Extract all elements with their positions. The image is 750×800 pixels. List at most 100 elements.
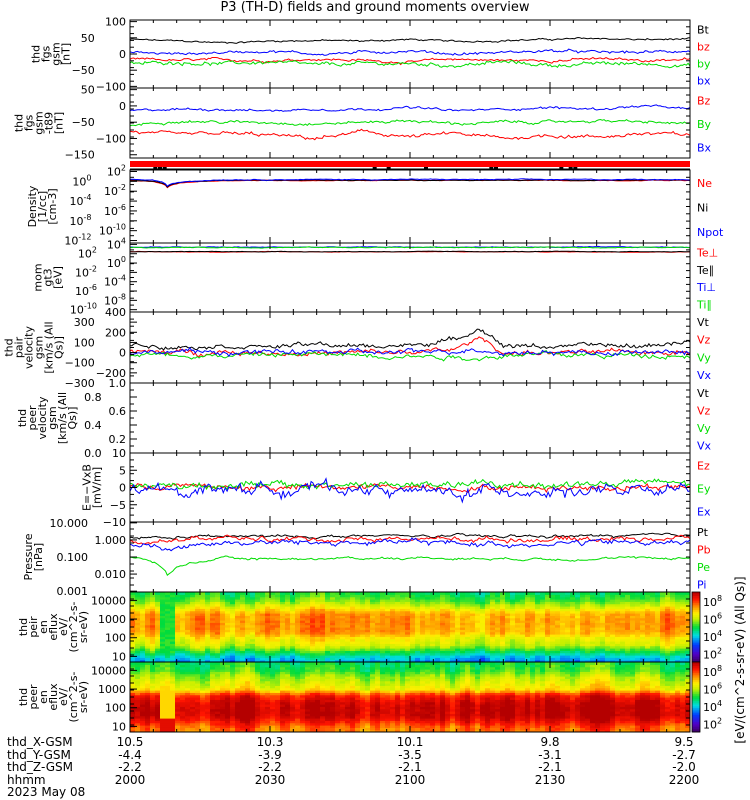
colorbar-cell <box>692 600 700 603</box>
series-Ey <box>130 478 690 490</box>
spectrogram-cell <box>255 650 261 654</box>
spectrogram-cell <box>135 643 141 647</box>
spectrogram-cell <box>210 638 216 642</box>
spectrogram-cell <box>520 596 526 600</box>
spectrogram-cell <box>635 622 641 626</box>
spectrogram-cell <box>300 608 306 612</box>
spectrogram-cell <box>475 610 481 614</box>
spectrogram-cell <box>135 701 141 705</box>
spectrogram-cell <box>215 627 221 630</box>
spectrogram-cell <box>640 636 646 640</box>
spectrogram-cell <box>200 659 206 662</box>
spectrogram-cell <box>460 608 466 612</box>
spectrogram-cell <box>505 643 511 647</box>
spectrogram-cell <box>630 643 636 647</box>
spectrogram-cell <box>190 610 196 614</box>
spectrogram-cell <box>440 615 446 619</box>
spectrogram-cell <box>180 620 186 623</box>
spectrogram-cell <box>560 608 566 612</box>
spectrogram-cell <box>465 599 471 602</box>
spectrogram-cell <box>135 697 141 700</box>
spectrogram-cell <box>370 608 376 612</box>
spectrogram-cell <box>600 636 606 640</box>
y-axis-label-line: peer <box>26 405 39 431</box>
spectrogram-cell <box>290 606 296 609</box>
spectrogram-cell <box>205 711 211 714</box>
spectrogram-cell <box>465 620 471 623</box>
spectrogram-cell <box>440 592 446 595</box>
spectrogram-cell <box>590 592 596 595</box>
spectrogram-cell <box>395 620 401 623</box>
legend-Npot: Npot <box>697 226 724 239</box>
spectrogram-cell <box>165 636 171 640</box>
spectrogram-cell <box>645 599 651 602</box>
spectrogram-cell <box>275 634 281 637</box>
series-Pe <box>130 555 690 576</box>
spectrogram-cell <box>575 601 581 605</box>
spectrogram-cell <box>615 610 621 614</box>
spectrogram-cell <box>610 648 616 651</box>
spectrogram-cell <box>605 657 611 661</box>
spectrogram-cell <box>230 673 236 677</box>
y-tick-label: 100 <box>74 336 95 349</box>
spectrogram-cell <box>215 610 221 614</box>
spectrogram-cell <box>355 617 361 621</box>
spectrogram-cell <box>370 638 376 642</box>
spectrogram-cell <box>595 650 601 654</box>
panel-peer-velocity: VtVzVyVx1.00.80.60.40.20.0thdpeervelocit… <box>16 377 711 460</box>
spectrogram-cell <box>280 652 286 656</box>
spectrogram-cell <box>590 599 596 602</box>
spectrogram-cell <box>635 636 641 640</box>
spectrogram-cell <box>475 615 481 619</box>
spectrogram-cell <box>355 636 361 640</box>
spectrogram-cell <box>315 617 321 621</box>
spectrogram-cell <box>420 659 426 662</box>
spectrogram-cell <box>510 620 516 623</box>
spectrogram-cell <box>215 671 221 675</box>
spectrogram-cell <box>155 704 161 707</box>
spectrogram-cell <box>600 648 606 651</box>
spectrogram-cell <box>130 715 136 719</box>
spectrogram-cell <box>675 608 681 612</box>
spectrogram-cell <box>580 620 586 623</box>
spectrogram-cell <box>585 641 591 644</box>
spectrogram-cell <box>635 592 641 595</box>
spectrogram-cell <box>600 638 606 642</box>
spectrogram-cell <box>410 596 416 600</box>
spectrogram-cell <box>145 711 151 714</box>
spectrogram-cell <box>395 655 401 658</box>
spectrogram-cell <box>655 594 661 598</box>
spectrogram-cell <box>210 708 216 712</box>
spectrogram-cell <box>225 727 231 731</box>
spectrogram-cell <box>180 678 186 682</box>
spectrogram-cell <box>215 678 221 682</box>
spectrogram-cell <box>375 629 381 633</box>
spectrogram-cell <box>210 678 216 682</box>
spectrogram-cell <box>445 601 451 605</box>
spectrogram-cell <box>220 638 226 642</box>
spectrogram-cell <box>215 685 221 689</box>
spectrogram-cell <box>370 610 376 614</box>
spectrogram-cell <box>215 729 221 732</box>
spectrogram-cell <box>445 641 451 644</box>
spectrogram-cell <box>535 657 541 661</box>
spectrogram-cell <box>135 608 141 612</box>
spectrogram-cell <box>230 680 236 684</box>
spectrogram-cell <box>390 627 396 630</box>
spectrogram-cell <box>195 631 201 635</box>
spectrogram-cell <box>420 617 426 621</box>
spectrogram-cell <box>495 657 501 661</box>
spectrogram-cell <box>575 592 581 595</box>
series-Te∥ <box>130 250 690 253</box>
spectrogram-cell <box>270 615 276 619</box>
spectrogram-cell <box>455 613 461 616</box>
spectrogram-cell <box>265 643 271 647</box>
spectrogram-cell <box>175 648 181 651</box>
spectrogram-cell <box>440 627 446 630</box>
spectrogram-cell <box>240 722 246 726</box>
spectrogram-cell <box>585 648 591 651</box>
spectrogram-cell <box>325 592 331 595</box>
spectrogram-cell <box>260 655 266 658</box>
spectrogram-cell <box>240 713 246 717</box>
spectrogram-cell <box>525 652 531 656</box>
